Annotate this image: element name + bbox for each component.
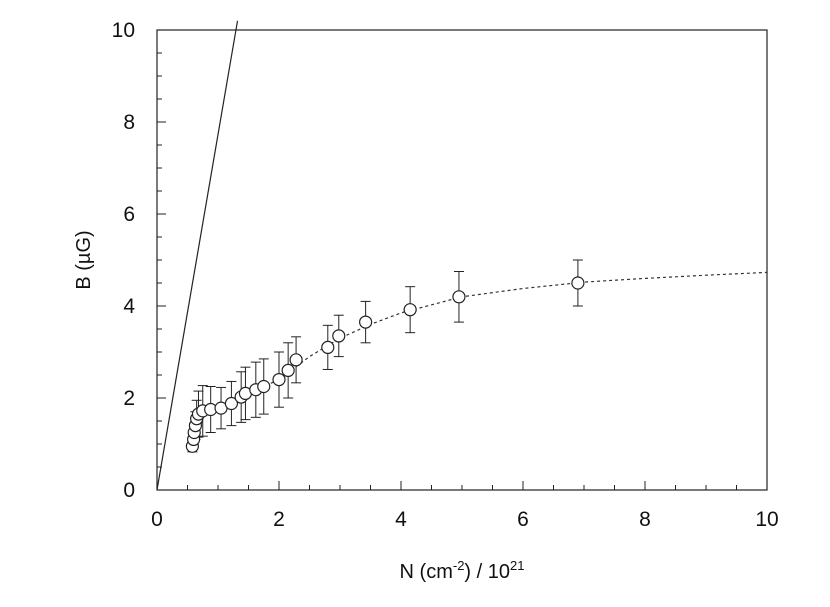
error-bars — [187, 259, 583, 453]
x-axis-label-mid: ) / 10 — [464, 561, 510, 583]
axis-ticks — [156, 29, 768, 491]
y-tick-label: 6 — [123, 203, 135, 226]
x-tick-label: 0 — [151, 508, 163, 531]
data-points — [185, 276, 585, 453]
data-point — [571, 276, 585, 290]
y-tick-label: 0 — [123, 479, 135, 502]
y-tick-label: 2 — [123, 387, 135, 410]
plot-frame — [156, 29, 768, 491]
x-axis-label-sup2: 21 — [510, 558, 524, 573]
data-point — [257, 379, 271, 394]
data-point — [272, 373, 286, 387]
data-point — [321, 340, 335, 354]
data-point — [452, 290, 466, 304]
tick-labels: 0 2 4 6 8 10 0 2 4 6 8 10 — [112, 19, 779, 531]
solid-line — [156, 20, 239, 491]
data-point — [281, 363, 295, 377]
y-tick-label: 8 — [123, 111, 135, 134]
data-point — [224, 396, 239, 411]
y-tick-label: 4 — [123, 295, 135, 318]
data-point — [403, 303, 417, 317]
x-tick-label: 2 — [273, 508, 285, 531]
x-tick-label: 8 — [639, 508, 651, 531]
x-tick-label: 4 — [395, 508, 407, 531]
y-tick-label: 10 — [112, 19, 135, 42]
x-axis-label-pre: N (cm — [400, 561, 453, 583]
y-axis-label: B (µG) — [73, 230, 95, 289]
data-point — [359, 315, 373, 329]
x-tick-label: 6 — [517, 508, 529, 531]
x-tick-label: 10 — [755, 508, 778, 531]
x-axis-label-sup1: -2 — [453, 558, 465, 573]
data-point — [332, 329, 346, 343]
data-point — [289, 353, 303, 367]
x-axis-label: N (cm-2) / 1021 — [400, 558, 525, 583]
